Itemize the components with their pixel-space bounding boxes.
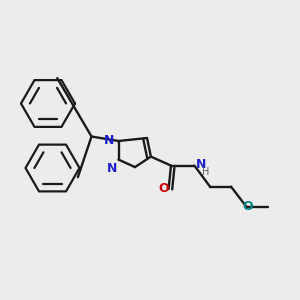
Text: O: O [243, 200, 254, 214]
Text: N: N [104, 134, 115, 148]
Text: N: N [107, 161, 118, 175]
Text: O: O [158, 182, 169, 196]
Text: N: N [196, 158, 206, 171]
Text: H: H [202, 167, 209, 177]
